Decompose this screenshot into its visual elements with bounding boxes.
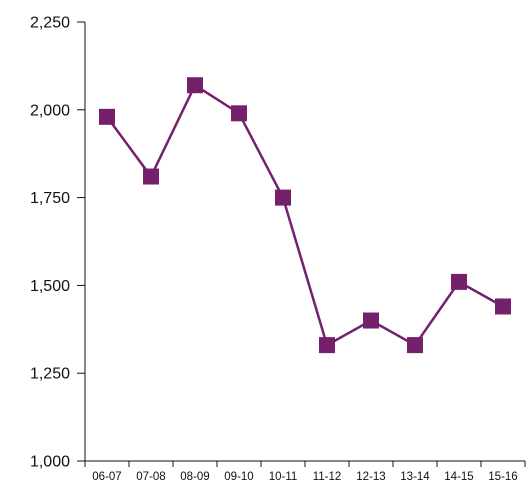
data-point-14-15 (451, 273, 467, 290)
x-tick-label: 11-12 (313, 471, 342, 483)
y-tick-label: 1,250 (30, 366, 70, 383)
y-tick-label: 1,000 (30, 454, 70, 471)
x-tick-label: 14-15 (444, 471, 473, 483)
data-point-12-13 (363, 312, 379, 329)
y-tick-label: 1,750 (30, 190, 70, 207)
data-point-13-14 (407, 337, 423, 354)
y-tick-label: 1,500 (30, 278, 70, 295)
x-tick-label: 09-10 (224, 471, 253, 483)
data-point-11-12 (319, 337, 335, 354)
series-line (105, 83, 504, 347)
x-tick-label: 15-16 (488, 471, 517, 483)
x-tick-label: 13-14 (400, 471, 430, 483)
x-tick-label: 06-07 (92, 471, 121, 483)
data-point-07-08 (143, 168, 159, 185)
x-tick-label: 10-11 (269, 471, 298, 483)
data-point-08-09 (187, 77, 203, 94)
y-tick-label: 2,250 (30, 15, 70, 32)
data-point-10-11 (275, 189, 291, 206)
series-layer (99, 77, 511, 354)
x-axis: 06-07 07-08 08-09 09-10 10-11 11-12 12-13 13-14… (84, 460, 526, 483)
y-tick-label: 2,000 (30, 102, 70, 119)
data-point-15-16 (495, 298, 511, 315)
x-tick-label: 12-13 (356, 471, 385, 483)
y-axis: 1,000 1,250 1,500 1,750 2,000 2,250 (30, 15, 86, 471)
x-tick-label: 08-09 (180, 471, 209, 483)
data-point-09-10 (231, 105, 247, 122)
data-point-06-07 (99, 108, 115, 125)
x-tick-label: 07-08 (136, 471, 165, 483)
